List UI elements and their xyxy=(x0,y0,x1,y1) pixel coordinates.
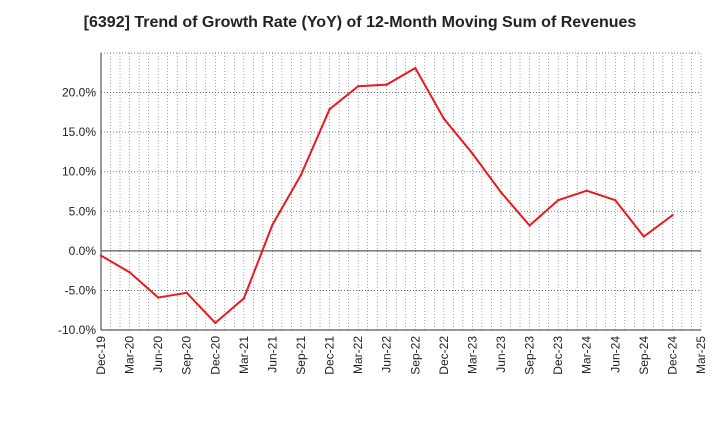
x-tick-label: Dec-24 xyxy=(665,336,679,375)
x-tick-label: Mar-21 xyxy=(237,336,251,374)
x-tick-label: Jun-20 xyxy=(151,336,165,373)
data-point xyxy=(99,254,103,257)
axes xyxy=(100,53,701,331)
x-tick-label: Mar-24 xyxy=(580,336,594,374)
y-tick-label: 10.0% xyxy=(62,165,96,179)
data-point xyxy=(642,235,646,238)
tick-labels: -10.0% -5.0% 0.0% 5.0% 10.0% 15.0% 20.0% Dec-19… xyxy=(58,86,708,375)
plot-area xyxy=(101,53,701,330)
series-layer xyxy=(99,66,674,325)
x-tick-label: Mar-23 xyxy=(465,336,479,374)
x-tick-label: Jun-24 xyxy=(608,336,622,373)
x-tick-label: Mar-20 xyxy=(123,336,137,374)
data-point xyxy=(385,83,388,86)
data-point xyxy=(614,199,617,202)
y-tick-label: 0.0% xyxy=(69,244,97,258)
data-point xyxy=(299,173,303,177)
x-tick-label: Dec-21 xyxy=(323,336,337,375)
x-tick-label: Mar-25 xyxy=(694,336,708,374)
x-tick-label: Sep-22 xyxy=(408,336,422,375)
y-tick-label: -10.0% xyxy=(58,323,96,337)
data-point xyxy=(271,223,274,226)
data-point xyxy=(128,271,131,274)
data-point xyxy=(414,66,417,70)
x-tick-label: Sep-23 xyxy=(523,336,537,375)
data-point xyxy=(156,296,160,299)
x-tick-label: Jun-21 xyxy=(265,336,279,373)
x-tick-label: Sep-21 xyxy=(294,336,308,375)
data-point xyxy=(185,291,188,295)
data-point xyxy=(499,191,503,194)
y-tick-label: 5.0% xyxy=(69,204,97,218)
x-tick-label: Jun-23 xyxy=(494,336,508,373)
data-point xyxy=(556,199,560,202)
data-point xyxy=(242,297,246,300)
y-tick-label: -5.0% xyxy=(65,283,97,297)
y-tick-label: 15.0% xyxy=(62,125,96,139)
x-tick-label: Sep-24 xyxy=(637,336,651,375)
data-point xyxy=(214,321,217,325)
x-tick-label: Dec-23 xyxy=(551,336,565,375)
data-point xyxy=(471,152,474,155)
x-tick-label: Dec-20 xyxy=(208,336,222,375)
data-point xyxy=(442,117,446,120)
data-point xyxy=(328,107,331,111)
chart-title: [6392] Trend of Growth Rate (YoY) of 12-… xyxy=(83,14,637,31)
grid xyxy=(101,52,702,331)
y-tick-label: 20.0% xyxy=(62,86,96,100)
data-point xyxy=(585,189,588,192)
x-tick-label: Dec-19 xyxy=(94,336,108,375)
x-tick-label: Jun-22 xyxy=(380,336,394,373)
data-point xyxy=(528,224,531,227)
x-tick-label: Mar-22 xyxy=(351,336,365,374)
x-tick-label: Sep-20 xyxy=(180,336,194,375)
data-point xyxy=(671,214,674,217)
x-tick-label: Dec-22 xyxy=(437,336,451,375)
data-point xyxy=(356,85,360,88)
